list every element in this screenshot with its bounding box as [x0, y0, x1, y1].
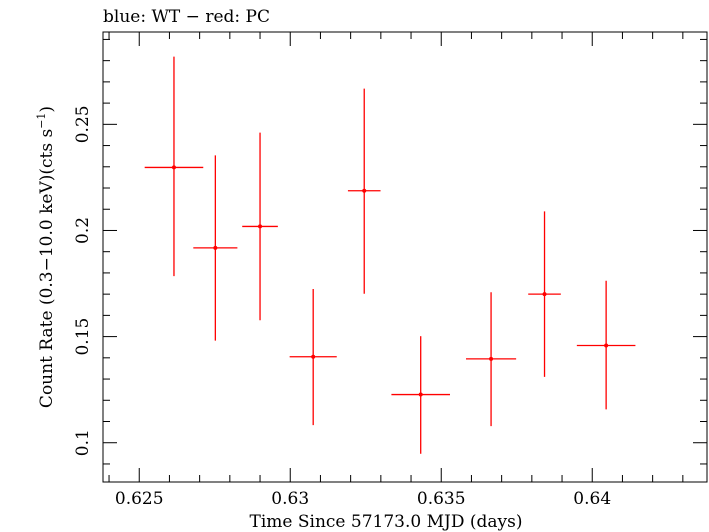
plot-frame — [102, 31, 708, 483]
axis-ticks — [103, 32, 707, 482]
data-point-marker — [489, 356, 494, 361]
data-point — [576, 280, 636, 410]
x-tick-label: 0.63 — [271, 489, 309, 509]
data-points — [144, 56, 636, 454]
data-point-marker — [362, 188, 367, 193]
data-point-marker — [311, 354, 316, 359]
y-axis-label: Count Rate (0.3−10.0 keV)(cts s−1) — [35, 106, 57, 408]
x-tick-label: 0.64 — [573, 489, 611, 509]
data-point-marker — [213, 245, 218, 250]
data-point — [144, 56, 204, 277]
data-point — [193, 155, 238, 341]
y-tick-labels: 0.1 0.15 0.2 0.25 — [73, 105, 93, 456]
data-point — [528, 211, 561, 377]
x-tick-label: 0.625 — [115, 489, 164, 509]
chart-title: blue: WT − red: PC — [103, 7, 270, 27]
y-tick-label: 0.15 — [73, 318, 93, 356]
y-tick-label: 0.2 — [73, 217, 93, 244]
data-point — [391, 336, 450, 454]
y-axis-label-main: Count Rate (0.3−10.0 keV)(cts s — [37, 129, 57, 408]
x-axis-label: Time Since 57173.0 MJD (days) — [250, 512, 523, 532]
y-axis-label-superscript: −1 — [35, 113, 48, 129]
y-axis-label-close: ) — [37, 106, 57, 113]
x-tick-labels: 0.625 0.63 0.635 0.64 — [115, 489, 611, 509]
data-point-marker — [418, 392, 423, 397]
data-point — [466, 292, 517, 427]
data-point-marker — [542, 292, 547, 297]
data-point — [242, 132, 278, 321]
data-point — [347, 88, 381, 294]
data-point-marker — [171, 165, 176, 170]
data-point-marker — [604, 343, 609, 348]
data-point — [289, 289, 337, 426]
y-tick-label: 0.25 — [73, 105, 93, 143]
y-tick-label: 0.1 — [73, 429, 93, 456]
data-point-marker — [258, 224, 263, 229]
x-tick-label: 0.635 — [417, 489, 466, 509]
